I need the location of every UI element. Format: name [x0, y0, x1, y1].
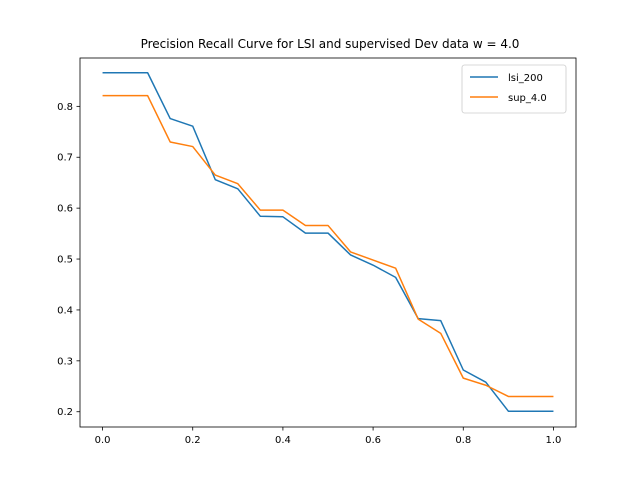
y-tick-label: 0.8 [57, 102, 73, 113]
y-tick-label: 0.2 [57, 407, 73, 418]
y-tick-label: 0.6 [57, 204, 73, 215]
plot-area-frame [79, 57, 577, 428]
y-tick-label: 0.4 [57, 305, 73, 316]
series-line-0 [102, 72, 554, 412]
x-tick-label: 0.2 [185, 435, 201, 446]
series-line-1 [102, 94, 554, 398]
y-tick-label: 0.7 [57, 153, 73, 164]
y-tick-label: 0.5 [57, 255, 73, 266]
series-lines [102, 72, 554, 412]
x-tick-label: 0.6 [365, 435, 381, 446]
y-tick-label: 0.3 [57, 356, 73, 367]
x-tick-label: 0.8 [455, 435, 471, 446]
x-tick-label: 0.4 [275, 435, 291, 446]
legend-label-0: lsi_200 [508, 73, 543, 84]
x-tick-label: 1.0 [546, 435, 562, 446]
chart-title: Precision Recall Curve for LSI and super… [141, 37, 520, 51]
legend-label-1: sup_4.0 [508, 93, 547, 104]
legend: lsi_200 sup_4.0 [461, 64, 567, 114]
axes: 0.0 0.2 0.4 0.6 0.8 1.0 0.2 0.3 0.4 0.5 0.6 0.7 0.8 [57, 102, 561, 446]
x-tick-label: 0.0 [95, 435, 111, 446]
